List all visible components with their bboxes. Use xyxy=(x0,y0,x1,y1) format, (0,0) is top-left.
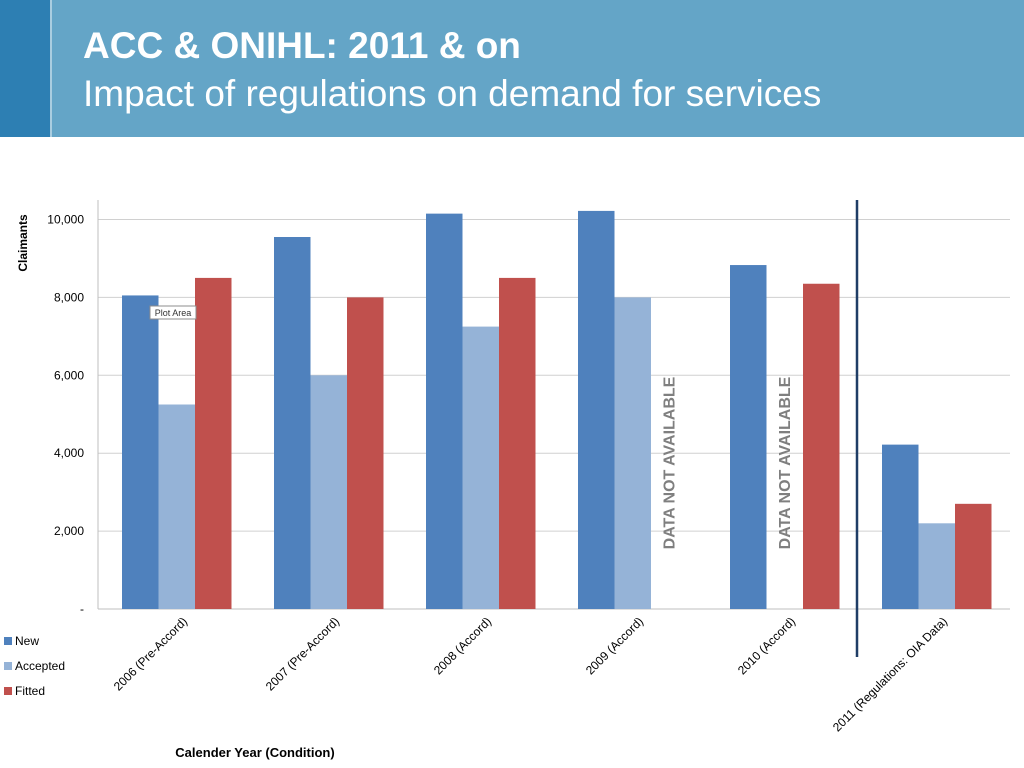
x-tick-label: 2008 (Accord) xyxy=(431,614,494,677)
legend-label-fitted: Fitted xyxy=(15,684,45,698)
y-axis-label: Claimants xyxy=(16,214,30,272)
bar-new-0 xyxy=(122,295,159,609)
data-not-available-label: DATA NOT AVAILABLE xyxy=(661,376,678,549)
bar-fitted-0 xyxy=(195,277,232,609)
bar-accepted-3 xyxy=(614,297,651,609)
bar-new-4 xyxy=(730,265,767,609)
bar-accepted-1 xyxy=(310,375,347,609)
bar-fitted-5 xyxy=(955,503,992,609)
bar-fitted-1 xyxy=(347,297,384,609)
header-divider xyxy=(50,0,52,137)
legend-swatch-fitted xyxy=(4,687,12,695)
bar-new-5 xyxy=(882,444,919,609)
slide-title: ACC & ONIHL: 2011 & on xyxy=(83,25,521,66)
y-tick-label: - xyxy=(80,602,84,616)
bar-new-1 xyxy=(274,237,311,609)
x-tick-label: 2011 (Regulations: OIA Data) xyxy=(830,614,950,734)
data-not-available-label: DATA NOT AVAILABLE xyxy=(777,376,794,549)
y-tick-label: 6,000 xyxy=(54,368,84,382)
y-tick-label: 8,000 xyxy=(54,290,84,304)
plot-area-tooltip-box xyxy=(149,305,197,320)
x-tick-label: 2009 (Accord) xyxy=(583,614,646,677)
slide-header: ACC & ONIHL: 2011 & on Impact of regulat… xyxy=(0,0,1024,137)
legend-label-new: New xyxy=(15,634,39,648)
x-tick-label: 2007 (Pre-Accord) xyxy=(263,614,342,693)
bar-new-3 xyxy=(578,210,615,609)
legend-swatch-new xyxy=(4,637,12,645)
legend-swatch-accepted xyxy=(4,662,12,670)
header-accent-bar xyxy=(0,0,50,137)
legend-label-accepted: Accepted xyxy=(15,659,65,673)
y-tick-label: 2,000 xyxy=(54,524,84,538)
y-tick-label: 4,000 xyxy=(54,446,84,460)
plot-area-tooltip: Plot Area xyxy=(155,308,192,318)
x-axis-label: Calender Year (Condition) xyxy=(175,745,334,760)
y-tick-label: 10,000 xyxy=(47,212,84,226)
bar-accepted-0 xyxy=(158,404,195,609)
x-tick-label: 2010 (Accord) xyxy=(735,614,798,677)
slide-subtitle: Impact of regulations on demand for serv… xyxy=(83,73,822,114)
bar-fitted-4 xyxy=(803,283,840,609)
x-tick-label: 2006 (Pre-Accord) xyxy=(111,614,190,693)
bar-accepted-2 xyxy=(462,326,499,609)
bar-new-2 xyxy=(426,213,463,609)
bar-accepted-5 xyxy=(918,523,955,609)
bar-fitted-2 xyxy=(499,277,536,609)
